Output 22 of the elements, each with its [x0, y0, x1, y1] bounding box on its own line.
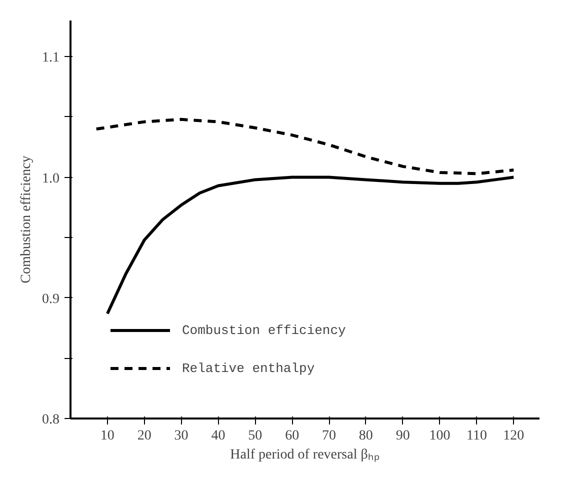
x-tick-label: 40: [211, 428, 226, 444]
y-tick-label: 1.0: [42, 171, 60, 186]
y-axis-title: Combustion efficiency: [19, 156, 34, 284]
x-tick-label: 110: [466, 428, 487, 444]
x-tick-label: 50: [248, 428, 262, 444]
y-tick-label: 0.9: [42, 292, 60, 307]
x-tick-label: 120: [503, 428, 524, 444]
y-tick-label: 0.8: [42, 412, 60, 428]
x-tick-label: 60: [285, 428, 300, 444]
x-tick-label: 100: [429, 428, 450, 444]
x-tick-label: 30: [174, 428, 188, 444]
legend-label: Relative enthalpy: [182, 360, 315, 376]
x-axis-title: Half period of reversal βₕₚ: [230, 448, 380, 462]
line-series: [106, 176, 516, 316]
x-tick-label: 70: [322, 428, 336, 444]
x-tick-label: 20: [137, 428, 152, 444]
x-tick-label: 90: [396, 428, 410, 444]
legend-label: Combustion efficiency: [182, 322, 346, 338]
y-tick-label: 1.1: [42, 50, 60, 66]
line-series: [94, 118, 516, 176]
x-tick-label: 10: [100, 428, 114, 444]
x-tick-label: 80: [358, 428, 373, 444]
